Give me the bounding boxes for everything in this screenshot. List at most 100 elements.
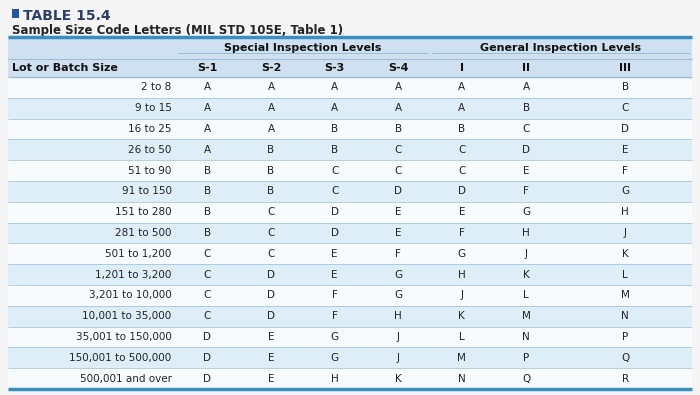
Text: C: C xyxy=(204,290,211,301)
Text: C: C xyxy=(395,166,402,176)
Text: C: C xyxy=(331,186,338,196)
Text: B: B xyxy=(204,228,211,238)
Text: 501 to 1,200: 501 to 1,200 xyxy=(105,249,172,259)
Text: Special Inspection Levels: Special Inspection Levels xyxy=(224,43,382,53)
Text: A: A xyxy=(395,83,402,92)
Text: R: R xyxy=(622,374,629,384)
Text: F: F xyxy=(459,228,465,238)
Text: S-3: S-3 xyxy=(325,63,344,73)
Text: M: M xyxy=(522,311,531,321)
Text: 26 to 50: 26 to 50 xyxy=(128,145,172,155)
Text: N: N xyxy=(458,374,466,384)
Text: Lot or Batch Size: Lot or Batch Size xyxy=(12,63,118,73)
Text: B: B xyxy=(267,166,274,176)
Text: K: K xyxy=(523,270,529,280)
Bar xyxy=(8,306,692,327)
Text: C: C xyxy=(267,228,274,238)
Text: General Inspection Levels: General Inspection Levels xyxy=(480,43,642,53)
Text: B: B xyxy=(331,124,338,134)
Bar xyxy=(8,118,692,139)
Text: A: A xyxy=(204,145,211,155)
Text: K: K xyxy=(395,374,402,384)
Text: B: B xyxy=(204,207,211,217)
Text: C: C xyxy=(395,145,402,155)
Text: 16 to 25: 16 to 25 xyxy=(128,124,172,134)
Text: E: E xyxy=(267,353,274,363)
Text: K: K xyxy=(622,249,629,259)
Text: E: E xyxy=(331,249,338,259)
Text: A: A xyxy=(204,124,211,134)
Text: B: B xyxy=(331,145,338,155)
Bar xyxy=(8,264,692,285)
Text: 500,001 and over: 500,001 and over xyxy=(80,374,172,384)
Text: Q: Q xyxy=(621,353,629,363)
Bar xyxy=(8,243,692,264)
Bar xyxy=(8,98,692,118)
Text: D: D xyxy=(622,124,629,134)
Text: C: C xyxy=(267,207,274,217)
Text: C: C xyxy=(622,103,629,113)
Text: A: A xyxy=(395,103,402,113)
Text: N: N xyxy=(522,332,530,342)
Text: D: D xyxy=(394,186,402,196)
Text: 3,201 to 10,000: 3,201 to 10,000 xyxy=(89,290,172,301)
Text: S-4: S-4 xyxy=(388,63,409,73)
Text: N: N xyxy=(622,311,629,321)
Bar xyxy=(8,181,692,202)
Text: E: E xyxy=(331,270,338,280)
Text: B: B xyxy=(204,186,211,196)
Text: A: A xyxy=(204,83,211,92)
Text: J: J xyxy=(624,228,626,238)
Text: I: I xyxy=(460,63,464,73)
Text: 2 to 8: 2 to 8 xyxy=(141,83,172,92)
Bar xyxy=(8,77,692,98)
Text: D: D xyxy=(267,290,275,301)
Text: B: B xyxy=(622,83,629,92)
Text: D: D xyxy=(522,145,530,155)
Text: L: L xyxy=(459,332,465,342)
Text: G: G xyxy=(394,270,402,280)
Text: J: J xyxy=(397,332,400,342)
Text: F: F xyxy=(332,290,337,301)
Bar xyxy=(8,368,692,389)
Text: 91 to 150: 91 to 150 xyxy=(122,186,172,196)
Text: G: G xyxy=(621,186,629,196)
Text: F: F xyxy=(395,249,401,259)
Text: J: J xyxy=(397,353,400,363)
Bar xyxy=(8,285,692,306)
Bar xyxy=(12,9,19,18)
Text: S-2: S-2 xyxy=(261,63,281,73)
Text: C: C xyxy=(204,249,211,259)
Text: III: III xyxy=(620,63,631,73)
Text: A: A xyxy=(523,83,530,92)
Text: D: D xyxy=(204,332,211,342)
Text: F: F xyxy=(622,166,628,176)
Text: 51 to 90: 51 to 90 xyxy=(128,166,172,176)
Text: B: B xyxy=(267,186,274,196)
Text: II: II xyxy=(522,63,530,73)
Text: E: E xyxy=(267,374,274,384)
Text: H: H xyxy=(622,207,629,217)
Text: F: F xyxy=(523,186,529,196)
Text: A: A xyxy=(204,103,211,113)
Text: E: E xyxy=(622,145,629,155)
Text: C: C xyxy=(331,166,338,176)
Text: A: A xyxy=(458,103,466,113)
Text: B: B xyxy=(204,166,211,176)
Text: D: D xyxy=(267,311,275,321)
Text: 35,001 to 150,000: 35,001 to 150,000 xyxy=(76,332,172,342)
Text: 10,001 to 35,000: 10,001 to 35,000 xyxy=(83,311,172,321)
Text: C: C xyxy=(204,311,211,321)
Bar xyxy=(8,160,692,181)
Text: P: P xyxy=(523,353,529,363)
Text: C: C xyxy=(267,249,274,259)
Text: D: D xyxy=(330,228,339,238)
Text: G: G xyxy=(458,249,466,259)
Text: B: B xyxy=(523,103,530,113)
Text: C: C xyxy=(204,270,211,280)
Bar xyxy=(8,202,692,223)
Text: P: P xyxy=(622,332,629,342)
Text: J: J xyxy=(524,249,528,259)
Text: A: A xyxy=(267,83,274,92)
Text: E: E xyxy=(458,207,465,217)
